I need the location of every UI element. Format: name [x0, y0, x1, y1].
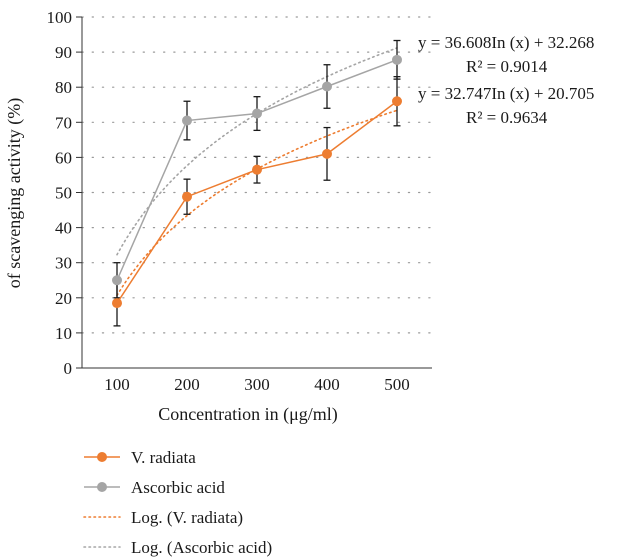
data-point — [182, 115, 192, 126]
x-axis-title: Concentration in (μg/ml) — [158, 404, 338, 425]
legend-label: V. radiata — [131, 448, 196, 467]
error-bars — [113, 39, 401, 327]
series-points — [112, 54, 402, 309]
x-tick-label: 500 — [384, 375, 410, 394]
legend-item: Log. (Ascorbic acid) — [83, 538, 272, 557]
data-point — [392, 96, 402, 107]
y-tick-label: 80 — [55, 78, 72, 97]
trend-r2-ascorbic: R² = 0.9014 — [466, 57, 548, 76]
legend: V. radiata Ascorbic acid Log. (V. radiata)… — [83, 448, 272, 557]
x-tick-label: 400 — [314, 375, 340, 394]
trendline-0 — [116, 109, 398, 297]
x-tick-labels: 100 200 300 400 500 — [104, 375, 410, 394]
y-tick-label: 60 — [55, 148, 72, 167]
legend-item: Log. (V. radiata) — [83, 508, 243, 527]
legend-label: Ascorbic acid — [131, 478, 225, 497]
legend-label: Log. (Ascorbic acid) — [131, 538, 272, 557]
legend-label: Log. (V. radiata) — [131, 508, 243, 527]
y-tick-label: 20 — [55, 289, 72, 308]
data-point — [322, 81, 332, 92]
legend-item: Ascorbic acid — [84, 478, 225, 497]
x-tick-label: 100 — [104, 375, 130, 394]
series-line-0 — [116, 100, 398, 304]
trend-equation-ascorbic: y = 36.608In (x) + 32.268 — [418, 33, 594, 52]
y-tick-label: 50 — [55, 184, 72, 203]
y-tick-labels: 0 10 20 30 40 50 60 70 80 90 100 — [47, 8, 73, 378]
data-point — [252, 108, 262, 119]
y-tick-label: 0 — [64, 359, 73, 378]
trendline-1 — [116, 47, 398, 256]
data-point — [252, 164, 262, 175]
y-axis-title: of scavenging activity (%) — [4, 98, 25, 288]
y-tick-label: 10 — [55, 324, 72, 343]
data-point — [392, 54, 402, 65]
x-tick-label: 300 — [244, 375, 270, 394]
data-point — [182, 191, 192, 202]
x-tick-label: 200 — [174, 375, 200, 394]
y-tick-label: 30 — [55, 254, 72, 273]
data-point — [112, 275, 122, 286]
legend-item: V. radiata — [84, 448, 196, 467]
y-tick-label: 90 — [55, 43, 72, 62]
y-tick-label: 100 — [47, 8, 73, 27]
data-point — [322, 148, 332, 159]
y-tick-label: 70 — [55, 113, 72, 132]
data-point — [112, 298, 122, 309]
axes — [76, 16, 432, 369]
y-tick-label: 40 — [55, 219, 72, 238]
trend-equation-v-radiata: y = 32.747In (x) + 20.705 — [418, 84, 594, 103]
trend-r2-v-radiata: R² = 0.9634 — [466, 108, 548, 127]
